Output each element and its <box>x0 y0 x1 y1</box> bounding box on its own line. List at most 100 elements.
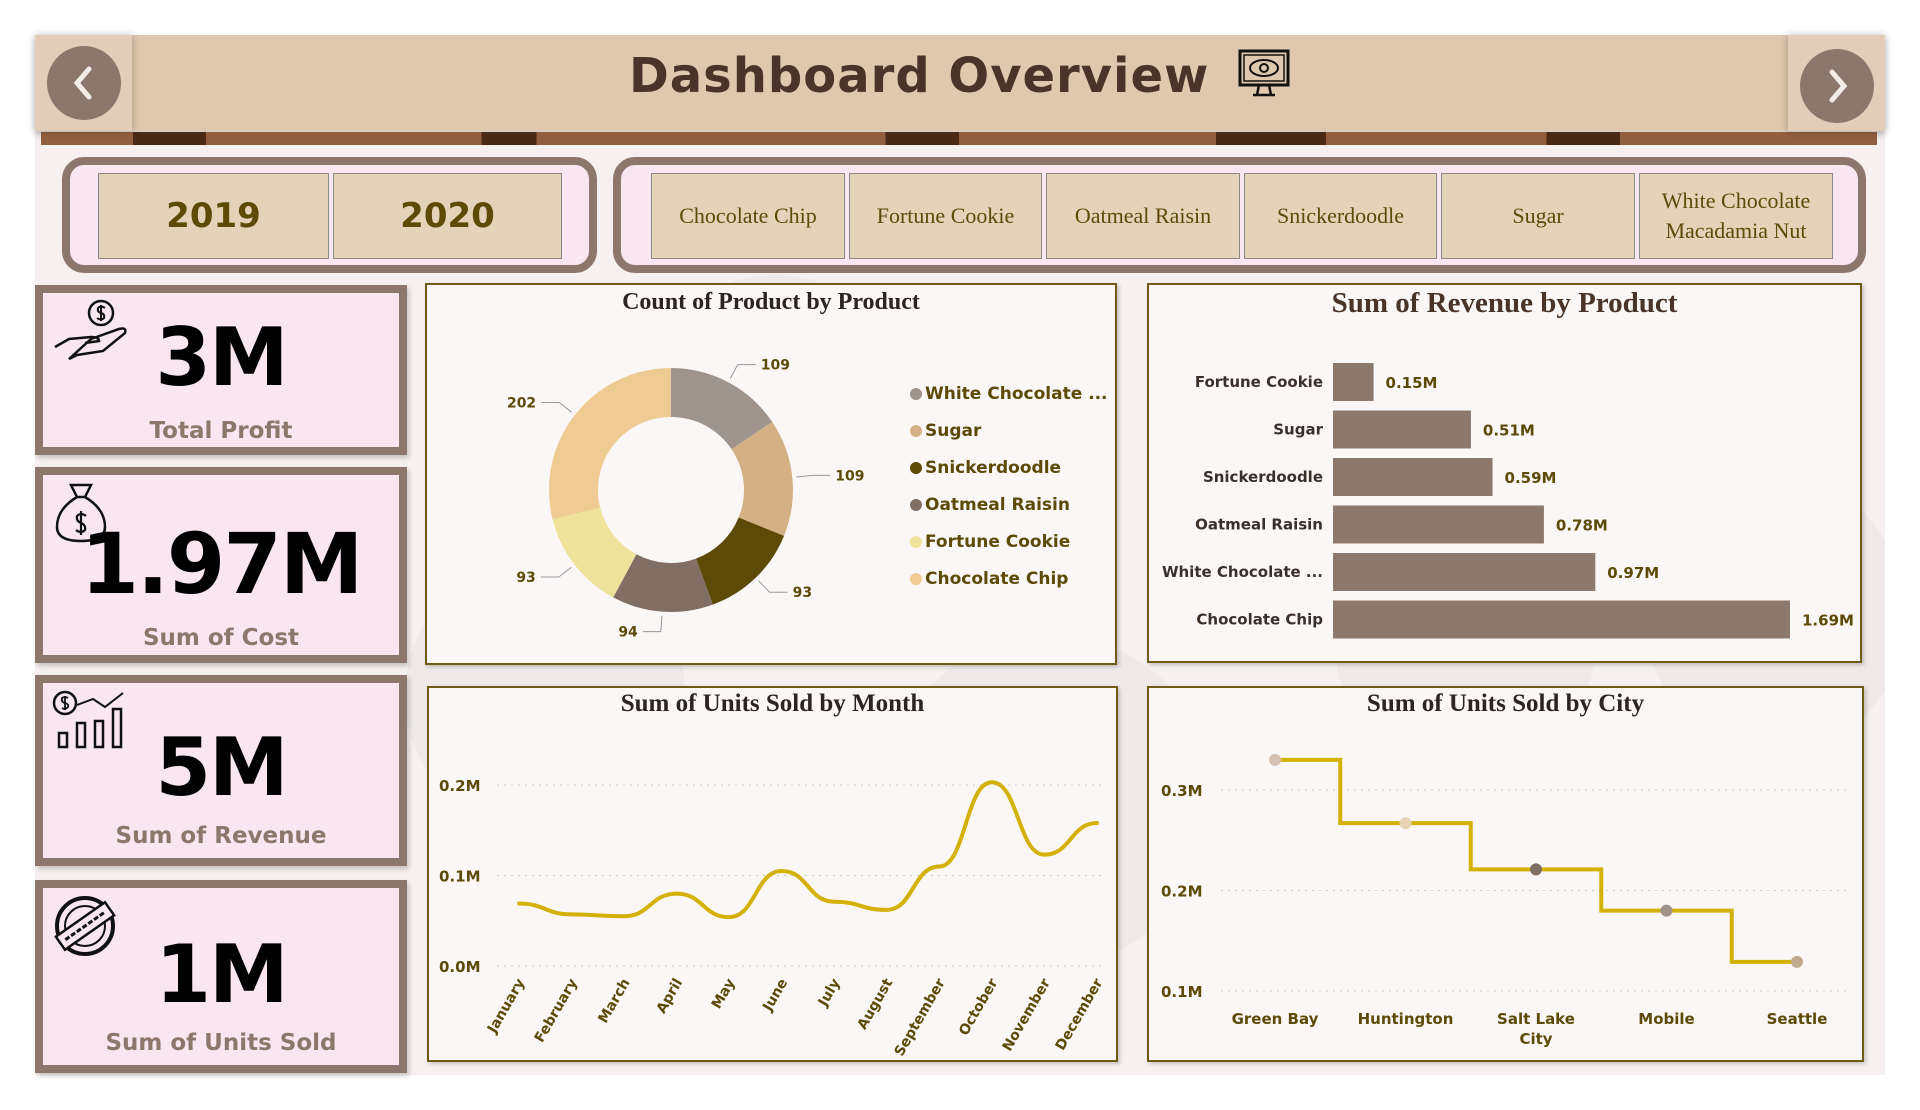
category-label: Oatmeal Raisin <box>1195 516 1323 534</box>
page-title: Dashboard Overview <box>0 48 1920 104</box>
donut-slice <box>731 421 793 536</box>
x-tick-label: City <box>1519 1030 1552 1048</box>
kpi-sum-of-revenue: 5M Sum of Revenue <box>35 675 407 866</box>
bar <box>1333 410 1471 449</box>
next-page-button[interactable] <box>1800 49 1874 123</box>
chart-title: Sum of Revenue by Product <box>1331 287 1678 319</box>
legend-label: Oatmeal Raisin <box>925 495 1070 515</box>
y-tick-label: 0.2M <box>1161 883 1203 901</box>
legend-label: Snickerdoodle <box>925 458 1061 478</box>
data-label: 0.59M <box>1505 469 1557 487</box>
legend-label: Sugar <box>925 421 982 441</box>
legend-marker <box>910 499 922 511</box>
product-snickerdoodle-button[interactable]: Snickerdoodle <box>1244 173 1437 259</box>
leader-line <box>540 566 572 578</box>
data-label: 93 <box>516 570 535 586</box>
next-nav-area <box>1788 35 1885 131</box>
prev-nav-area <box>35 35 132 131</box>
data-label: 0.97M <box>1607 564 1659 582</box>
chart-title: Sum of Units Sold by City <box>1366 690 1645 717</box>
donut-slice <box>696 517 785 605</box>
legend-label: Fortune Cookie <box>925 532 1070 552</box>
data-point <box>1530 863 1542 876</box>
year-2020-button[interactable]: 2020 <box>333 173 562 259</box>
y-tick-label: 0.2M <box>439 777 481 795</box>
prev-page-button[interactable] <box>47 46 121 120</box>
city-step-panel: Sum of Units Sold by City 0.1M 0.2M 0.3M Gr… <box>1147 686 1864 1062</box>
y-tick-label: 0.0M <box>439 958 481 976</box>
leader-line <box>758 580 788 593</box>
donut-slice <box>613 554 713 612</box>
category-label: Snickerdoodle <box>1203 468 1323 486</box>
data-label: 1.69M <box>1802 612 1854 630</box>
x-tick-label: January <box>484 976 528 1037</box>
leader-line <box>642 615 663 633</box>
legend-marker <box>910 573 922 585</box>
category-label: Sugar <box>1273 421 1323 439</box>
donut-chart: 109 109 93 94 93 202 White Chocolate ... Sugar S… <box>507 358 1108 641</box>
data-label: 202 <box>507 395 536 411</box>
month-line-panel: Sum of Units Sold by Month 0.0M 0.1M 0.2M J… <box>427 686 1118 1062</box>
kpi-value: 1M <box>155 928 288 1021</box>
y-tick-label: 0.3M <box>1161 782 1203 800</box>
data-label: 0.51M <box>1483 422 1535 440</box>
donut-chart-panel: Count of Product by Product 109 109 93 94 93… <box>425 283 1117 665</box>
y-tick-label: 0.1M <box>1161 983 1203 1001</box>
eye-monitor-icon <box>1238 49 1290 97</box>
data-label: 0.15M <box>1386 374 1438 392</box>
bar <box>1333 600 1790 639</box>
data-point <box>1791 955 1803 968</box>
kpi-label: Sum of Units Sold <box>105 1030 337 1056</box>
bar-chart: Fortune Cookie 0.15M Sugar 0.51M Snickerdood… <box>1162 363 1854 639</box>
kpi-value: 1.97M <box>80 515 364 613</box>
bar <box>1333 505 1544 544</box>
chart-title: Count of Product by Product <box>622 289 920 315</box>
x-tick-label: February <box>532 976 581 1045</box>
donut-slice <box>671 368 773 450</box>
year-2019-button[interactable]: 2019 <box>98 173 329 259</box>
data-label: 93 <box>793 585 812 601</box>
legend-marker <box>910 425 922 437</box>
legend-marker <box>910 388 922 400</box>
leader-line <box>796 474 831 478</box>
category-label: White Chocolate ... <box>1162 563 1323 581</box>
sold-out-stamp-icon <box>54 896 116 956</box>
x-tick-label: Mobile <box>1638 1010 1694 1028</box>
x-tick-label: Seattle <box>1767 1010 1828 1028</box>
product-white-chocolate-macadamia-button[interactable]: White Chocolate Macadamia Nut <box>1639 173 1833 259</box>
kpi-sum-of-units-sold: 1M Sum of Units Sold <box>35 880 407 1073</box>
legend-marker <box>910 462 922 474</box>
category-label: Chocolate Chip <box>1196 611 1323 629</box>
x-tick-label: May <box>709 976 739 1012</box>
x-tick-label: April <box>654 976 687 1016</box>
x-tick-label: December <box>1053 976 1107 1053</box>
product-chocolate-chip-button[interactable]: Chocolate Chip <box>651 173 845 259</box>
kpi-label: Sum of Cost <box>142 625 300 651</box>
kpi-label: Sum of Revenue <box>115 823 327 849</box>
x-tick-label: August <box>855 976 897 1033</box>
product-oatmeal-raisin-button[interactable]: Oatmeal Raisin <box>1046 173 1240 259</box>
revenue-bar-panel: Sum of Revenue by Product Fortune Cookie… <box>1147 283 1862 663</box>
x-tick-label: July <box>815 976 844 1010</box>
legend-label: Chocolate Chip <box>925 569 1068 589</box>
chevron-right-icon <box>1829 69 1848 103</box>
series-line <box>517 780 1099 920</box>
x-tick-label: October <box>956 976 1001 1039</box>
leader-line <box>729 364 756 380</box>
chevron-left-icon <box>73 66 92 100</box>
data-point <box>1399 817 1412 830</box>
money-bag-icon <box>55 483 107 543</box>
data-point <box>1660 904 1673 917</box>
x-tick-label: November <box>1000 976 1054 1054</box>
step-line-chart: 0.1M 0.2M 0.3M Green Bay Huntington Salt Lake… <box>1161 753 1849 1048</box>
bar <box>1333 458 1493 496</box>
data-point <box>1269 753 1281 766</box>
legend-marker <box>910 536 922 548</box>
product-sugar-button[interactable]: Sugar <box>1441 173 1635 259</box>
product-fortune-cookie-button[interactable]: Fortune Cookie <box>849 173 1042 259</box>
kpi-total-profit: 3M Total Profit <box>35 285 407 455</box>
kpi-value: 5M <box>155 721 288 814</box>
x-tick-label: Green Bay <box>1232 1010 1319 1028</box>
kpi-value: 3M <box>155 311 288 404</box>
x-tick-label: Huntington <box>1358 1010 1454 1028</box>
